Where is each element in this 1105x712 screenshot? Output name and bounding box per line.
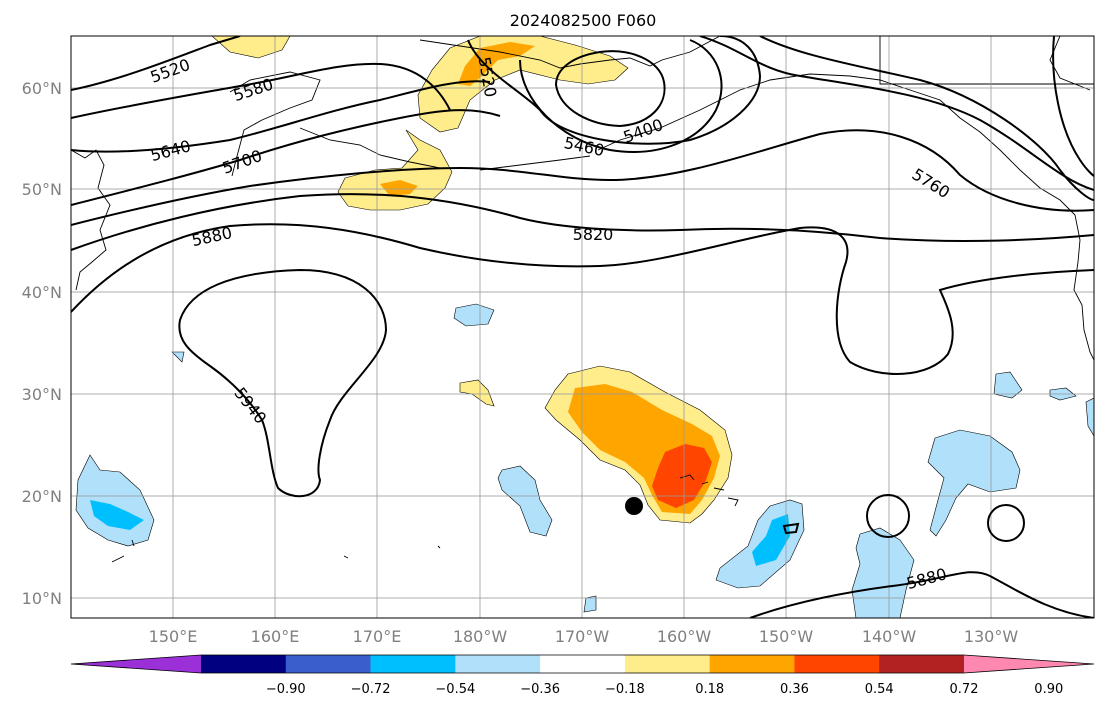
shade-neg1-h	[1085, 397, 1094, 437]
clabel-5400: 5400	[621, 115, 666, 147]
contour-5640	[71, 80, 491, 153]
shade-pos2-aleutian	[380, 180, 418, 196]
colorbar-segment	[201, 655, 287, 673]
colorbar-tick-label: 0.54	[865, 682, 894, 697]
map-area: 5520 5580 5640 5700 5880 5520 5460 5400 …	[71, 36, 1094, 618]
contour-5700	[71, 109, 501, 206]
shade-pos1-small	[459, 379, 495, 407]
clabel-5940: 5940	[230, 384, 270, 428]
contour-5400	[554, 50, 666, 128]
clabel-5460: 5460	[562, 133, 606, 160]
shade-neg1-e	[927, 429, 1021, 537]
colorbar-tick-label: −0.36	[520, 682, 560, 697]
shade-pos2-alaska	[458, 42, 535, 86]
colorbar-tick-label: 0.36	[780, 682, 809, 697]
negative-shading	[75, 303, 1094, 618]
lon-label: 160°W	[657, 627, 712, 646]
colorbar-segment	[879, 655, 965, 673]
contour-5940	[178, 268, 388, 498]
colorbar-outline	[70, 654, 1095, 674]
lon-label: 140°W	[862, 627, 917, 646]
gridlines	[71, 36, 1094, 618]
shade-neg1-b	[497, 465, 553, 537]
coastlines	[71, 36, 1094, 563]
contour-high-east	[1052, 36, 1094, 177]
contour-closed-b	[987, 504, 1025, 542]
shade-neg2-c	[752, 514, 790, 566]
colorbar-segment	[540, 655, 626, 673]
shade-neg2-west	[90, 500, 144, 530]
contour-closed-a	[866, 494, 910, 538]
lon-label: 180°W	[453, 627, 508, 646]
colorbar-segment	[285, 655, 372, 673]
colorbar-tick-label: −0.90	[266, 682, 306, 697]
colorbar-segment	[370, 655, 456, 673]
location-marker	[625, 497, 643, 515]
lat-label: 50°N	[22, 180, 62, 199]
clabel-5640: 5640	[148, 136, 192, 165]
clabel-5760: 5760	[909, 164, 954, 202]
clabel-5520-a: 5520	[148, 55, 193, 87]
colorbar-tick-label: 0.72	[950, 682, 979, 697]
contour-5760	[71, 129, 1094, 226]
colorbar: −0.90 −0.72 −0.54 −0.36 −0.18 0.18 0.36 0.54 0.7…	[70, 654, 1095, 697]
colorbar-segment	[794, 655, 880, 673]
clabel-5820: 5820	[573, 225, 614, 244]
contour-5580	[71, 62, 451, 119]
colorbar-extend-high	[964, 655, 1094, 673]
colorbar-tick-label: 0.18	[695, 682, 724, 697]
lon-label: 130°W	[964, 627, 1019, 646]
shade-neg1-d	[851, 527, 915, 618]
contour-5460	[519, 39, 723, 153]
clabel-5700: 5700	[220, 146, 265, 178]
colorbar-segment	[455, 655, 541, 673]
shade-pos1-top	[211, 36, 291, 59]
lon-label: 160°E	[251, 627, 300, 646]
figure-title: 2024082500 F060	[510, 11, 657, 30]
latitude-labels: 60°N 50°N 40°N 30°N 20°N 10°N	[22, 79, 62, 608]
contour-5880-south	[749, 571, 1094, 618]
contour-5520-low	[467, 36, 762, 145]
shade-neg1-a	[453, 303, 495, 327]
colorbar-tick-label: −0.72	[351, 682, 391, 697]
contour-5880	[71, 223, 1094, 375]
clabel-5880: 5880	[190, 223, 234, 250]
contour-labels: 5520 5580 5640 5700 5880 5520 5460 5400 …	[148, 55, 953, 593]
positive-shading	[211, 36, 733, 524]
colorbar-tick-label: −0.18	[605, 682, 645, 697]
lat-label: 30°N	[22, 385, 62, 404]
contour-5820	[71, 193, 1094, 251]
colorbar-tick-label: −0.54	[435, 682, 475, 697]
lat-label: 40°N	[22, 283, 62, 302]
contour-5760-east	[759, 36, 1094, 201]
longitude-labels: 150°E 160°E 170°E 180°W 170°W 160°W 150°…	[149, 627, 1019, 646]
height-contours	[71, 36, 1094, 618]
shade-neg1-j	[583, 595, 597, 613]
contour-5820-east	[699, 36, 1094, 191]
shade-pos3-pacific	[652, 444, 712, 508]
lon-label: 170°W	[555, 627, 610, 646]
lat-label: 60°N	[22, 79, 62, 98]
colorbar-segment	[624, 655, 711, 673]
colorbar-segment	[709, 655, 795, 673]
lon-label: 150°W	[759, 627, 814, 646]
lat-label: 10°N	[22, 589, 62, 608]
lon-label: 150°E	[149, 627, 198, 646]
shade-neg1-west	[75, 454, 155, 547]
shade-neg1-i	[171, 351, 185, 363]
contour-5520-west	[71, 36, 241, 91]
lon-label: 170°E	[353, 627, 402, 646]
contour-tiny	[782, 522, 800, 535]
colorbar-extend-low	[71, 655, 201, 673]
map-frame	[70, 35, 1095, 619]
lat-label: 20°N	[22, 487, 62, 506]
clabel-5580: 5580	[231, 74, 276, 105]
colorbar-tick-label: 0.90	[1034, 682, 1063, 697]
